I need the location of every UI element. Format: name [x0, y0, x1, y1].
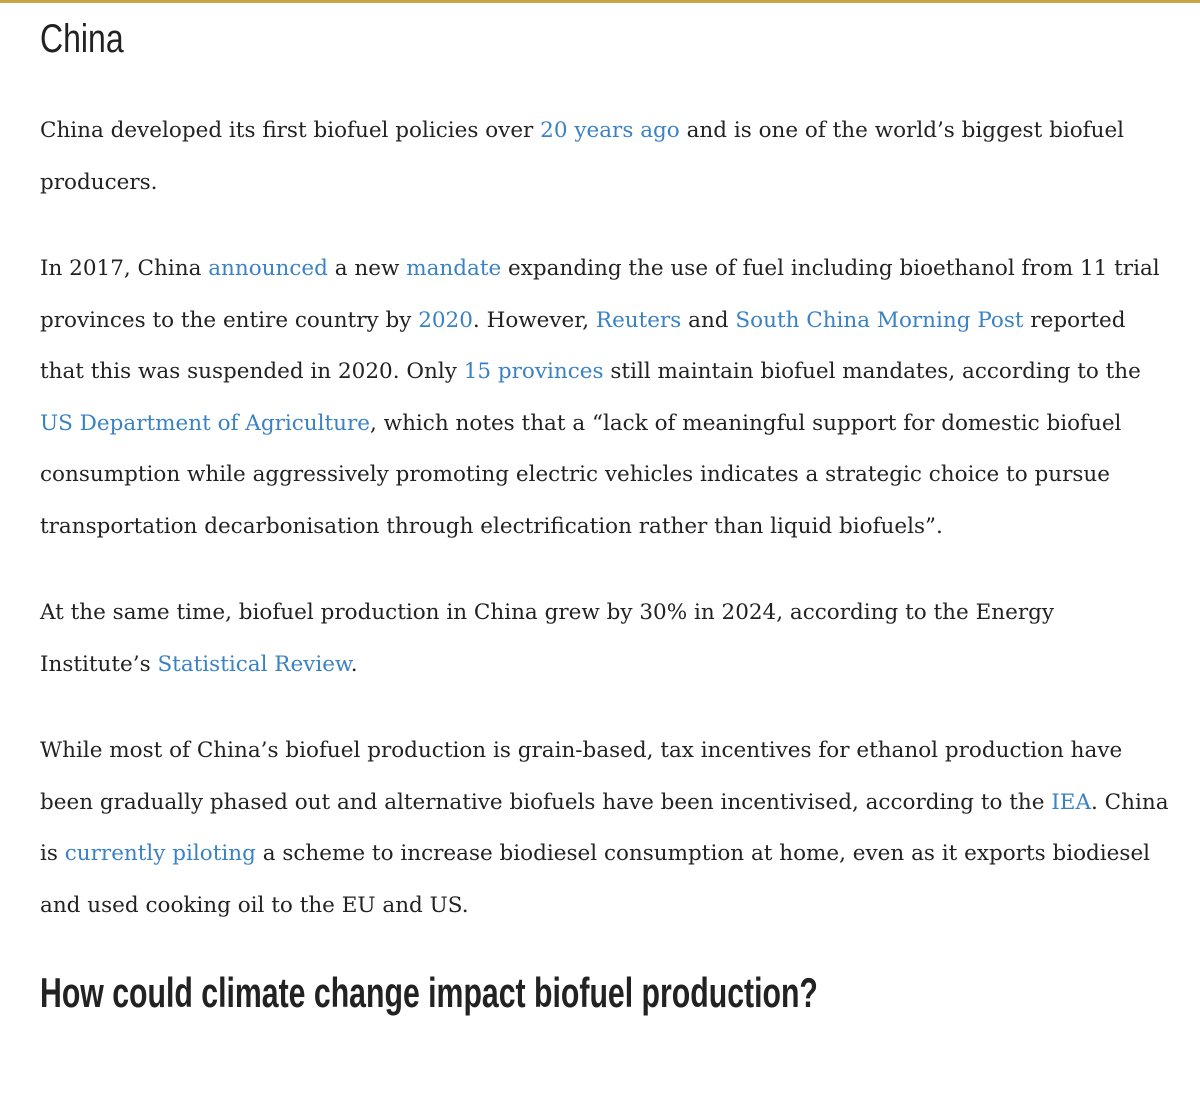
text-run: . China is	[40, 789, 1169, 867]
link[interactable]: Statistical Review	[157, 651, 351, 677]
next-heading: How could climate change impact biofuel …	[40, 969, 818, 1016]
text-run: expanding the use of fuel including bioe…	[40, 256, 1160, 333]
link[interactable]: South China Morning Post	[735, 307, 1024, 333]
text-run: and	[681, 307, 736, 333]
link[interactable]: 20 years ago	[540, 118, 680, 143]
link[interactable]: currently piloting	[64, 841, 256, 866]
text-run: still maintain biofuel mandates, accordi…	[603, 359, 1141, 384]
text-run: a new	[327, 256, 407, 281]
text-run: . However,	[472, 307, 596, 333]
text-run: While most of China’s biofuel production…	[40, 738, 1123, 815]
link[interactable]: Reuters	[595, 307, 682, 333]
text-run: reported that this was suspended in 2020…	[40, 307, 1126, 385]
text-run: .	[350, 651, 358, 677]
link[interactable]: 15 provinces	[463, 359, 604, 384]
link[interactable]: announced	[208, 256, 328, 281]
text-run: At the same time, biofuel production in …	[40, 600, 1055, 677]
link[interactable]: mandate	[406, 256, 502, 281]
text-run: China developed its first biofuel polici…	[40, 118, 541, 143]
paragraph: While most of China’s biofuel production…	[40, 725, 1170, 931]
link[interactable]: US Department of Agriculture	[40, 410, 371, 436]
link[interactable]: 2020	[418, 307, 473, 333]
text-run: and is one of the world’s biggest biofue…	[40, 118, 1125, 195]
article: China China developed its first biofuel …	[0, 17, 1200, 1017]
paragraph: At the same time, biofuel production in …	[40, 587, 1170, 690]
section-title: China	[40, 17, 124, 61]
paragraph: In 2017, China announced a new mandate e…	[40, 243, 1170, 552]
link[interactable]: IEA	[1051, 789, 1092, 815]
paragraphs: China developed its first biofuel polici…	[40, 105, 1170, 931]
paragraph: China developed its first biofuel polici…	[40, 105, 1170, 208]
text-run: a scheme to increase biodiesel consumpti…	[40, 841, 1151, 918]
text-run: , which notes that a “lack of meaningful…	[40, 410, 1122, 539]
text-run: In 2017, China	[40, 256, 209, 281]
